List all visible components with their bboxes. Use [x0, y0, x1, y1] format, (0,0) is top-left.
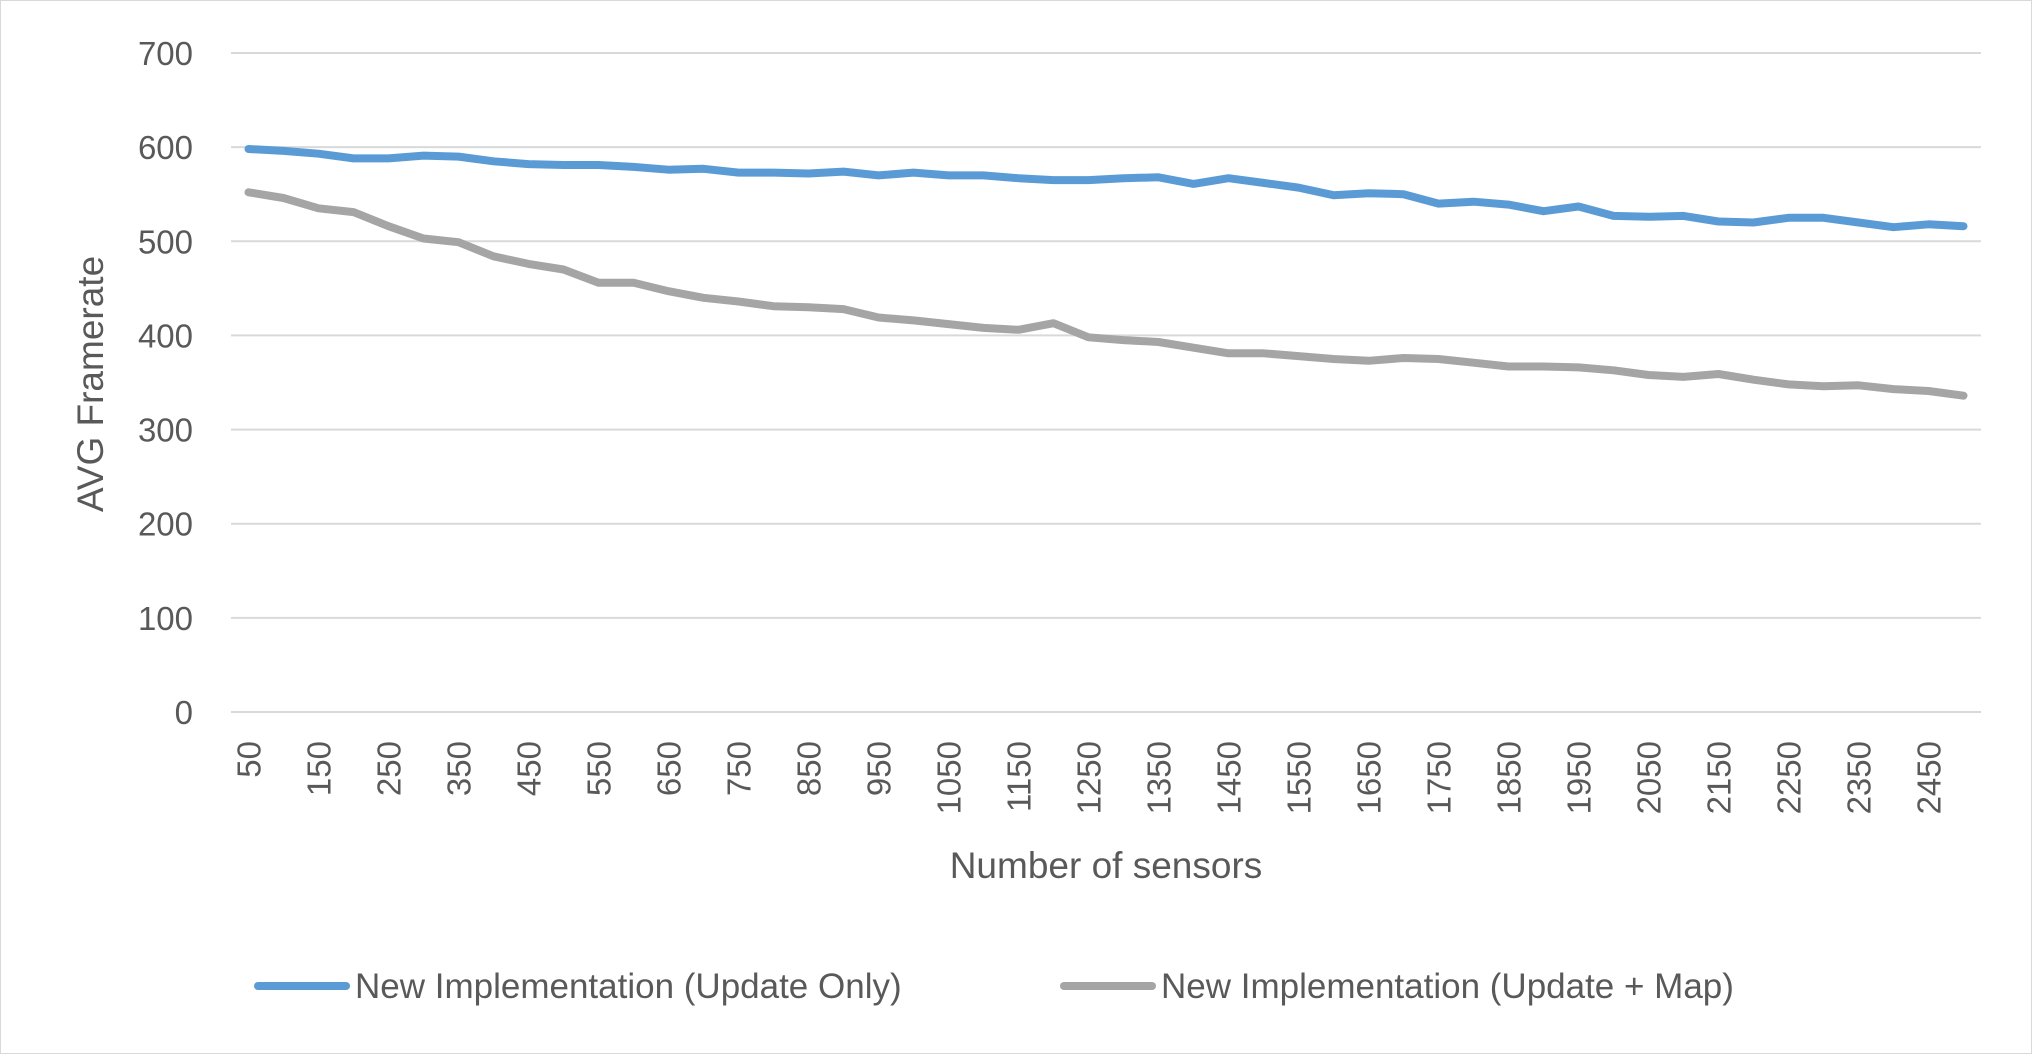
x-tick-label: 2050	[1631, 741, 1668, 814]
legend-label-update-only: New Implementation (Update Only)	[355, 967, 902, 1006]
x-axis-ticks: 50 150 250 350 450 550 650 750 850 950 1050 1150 125…	[231, 741, 1948, 814]
y-tick-label: 100	[138, 600, 193, 637]
x-tick-label: 550	[581, 741, 618, 796]
x-tick-label: 1750	[1421, 741, 1458, 814]
x-tick-label: 350	[441, 741, 478, 796]
gridlines	[231, 52, 1981, 713]
y-axis-ticks: 0 100 200 300 400 500 600 700	[138, 35, 193, 731]
x-tick-label: 850	[791, 741, 828, 796]
x-tick-label: 2350	[1841, 741, 1878, 814]
y-tick-label: 400	[138, 317, 193, 354]
x-tick-label: 2150	[1701, 741, 1738, 814]
x-tick-label: 1250	[1071, 741, 1108, 814]
x-tick-label: 450	[511, 741, 548, 796]
x-tick-label: 150	[301, 741, 338, 796]
series-line-update-only	[244, 145, 1968, 232]
x-tick-label: 50	[231, 741, 268, 778]
y-tick-label: 500	[138, 223, 193, 260]
y-tick-label: 300	[138, 412, 193, 449]
x-axis-title: Number of sensors	[950, 845, 1263, 886]
x-tick-label: 650	[651, 741, 688, 796]
x-tick-label: 1450	[1211, 741, 1248, 814]
y-tick-label: 600	[138, 129, 193, 166]
x-tick-label: 1350	[1141, 741, 1178, 814]
y-tick-label: 200	[138, 506, 193, 543]
x-tick-label: 1650	[1351, 741, 1388, 814]
x-tick-label: 1850	[1491, 741, 1528, 814]
x-tick-label: 750	[721, 741, 758, 796]
x-tick-label: 1550	[1281, 741, 1318, 814]
x-tick-label: 2250	[1771, 741, 1808, 814]
y-tick-label: 0	[175, 694, 193, 731]
x-tick-label: 1950	[1561, 741, 1598, 814]
series-line-update-map	[244, 188, 1968, 400]
y-axis-title: AVG Framerate	[70, 256, 111, 512]
y-tick-label: 700	[138, 35, 193, 72]
x-tick-label: 1150	[1001, 741, 1038, 812]
legend: New Implementation (Update Only) New Imp…	[254, 967, 1734, 1006]
x-tick-label: 1050	[931, 741, 968, 814]
x-tick-label: 2450	[1911, 741, 1948, 814]
x-tick-label: 250	[371, 741, 408, 796]
x-tick-label: 950	[861, 741, 898, 796]
series-lines	[244, 145, 1968, 400]
legend-label-update-map: New Implementation (Update + Map)	[1161, 967, 1734, 1006]
